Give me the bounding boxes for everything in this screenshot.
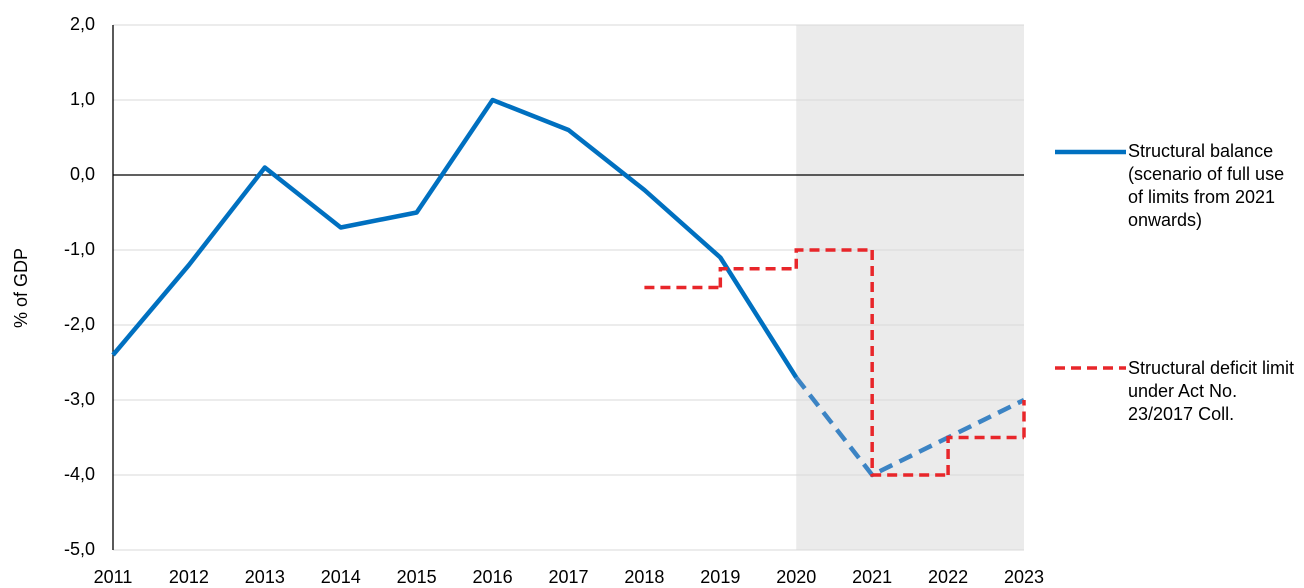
- x-tick-label: 2021: [852, 567, 892, 587]
- y-tick-label: -5,0: [64, 539, 95, 559]
- x-tick-label: 2019: [700, 567, 740, 587]
- legend-label: Structural balance (scenario of full use…: [1128, 141, 1285, 230]
- x-tick-label: 2020: [776, 567, 816, 587]
- y-tick-label: 0,0: [70, 164, 95, 184]
- y-tick-label: -2,0: [64, 314, 95, 334]
- x-tick-label: 2016: [473, 567, 513, 587]
- step-segment: [794, 248, 873, 269]
- x-tick-label: 2011: [94, 567, 133, 587]
- x-tick-label: 2022: [928, 567, 968, 587]
- line-series: [111, 97, 799, 379]
- step-segment: [946, 435, 1024, 475]
- x-tick-label: 2014: [321, 567, 361, 587]
- x-tick-label: 2017: [548, 567, 588, 587]
- y-tick-label: 1,0: [70, 89, 95, 109]
- step-segment: [870, 250, 949, 477]
- legend-label: Structural deficit limit under Act No. 2…: [1128, 358, 1295, 424]
- line-series-forecast: [794, 376, 1025, 478]
- y-tick-label: -4,0: [64, 464, 95, 484]
- y-tick-label: -3,0: [64, 389, 95, 409]
- step-segment: [718, 267, 797, 288]
- y-axis-title: % of GDP: [11, 248, 31, 328]
- y-tick-label: -1,0: [64, 239, 95, 259]
- x-tick-label: 2013: [245, 567, 285, 587]
- x-tick-label: 2015: [397, 567, 437, 587]
- x-tick-label: 2012: [169, 567, 209, 587]
- x-tick-label: 2018: [624, 567, 664, 587]
- x-tick-label: 2023: [1004, 567, 1044, 587]
- shaded-region: [796, 25, 1024, 550]
- y-tick-label: 2,0: [70, 14, 95, 34]
